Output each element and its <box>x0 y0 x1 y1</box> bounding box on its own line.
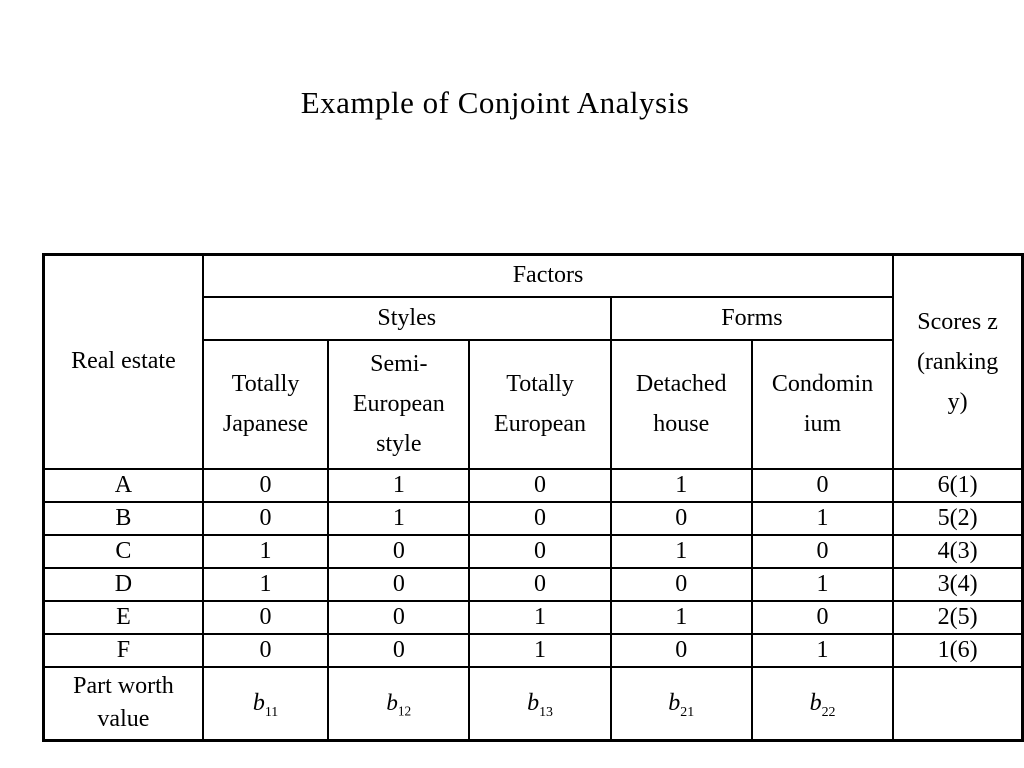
real-estate-header-cell: Real estate <box>42 253 204 470</box>
part-worth-label: Part worth value <box>42 665 204 742</box>
cell-value: 0 <box>201 467 330 503</box>
cell-value: 0 <box>750 467 895 503</box>
cell-value: 0 <box>468 566 612 602</box>
part-worth-b13: b13 <box>468 665 612 742</box>
cell-value: 0 <box>609 632 753 668</box>
row-label: B <box>42 500 204 536</box>
score-cell: 3(4) <box>892 566 1024 602</box>
cell-value: 0 <box>750 533 895 569</box>
cell-value: 1 <box>750 632 895 668</box>
score-cell: 1(6) <box>892 632 1024 668</box>
cell-value: 0 <box>201 632 330 668</box>
cell-value: 0 <box>201 500 330 536</box>
score-cell: 6(1) <box>892 467 1024 503</box>
score-cell: 2(5) <box>892 599 1024 635</box>
cell-value: 0 <box>201 599 330 635</box>
cell-value: 0 <box>468 533 612 569</box>
factors-header-cell: Factors <box>201 253 895 298</box>
header-row-factors: Real estate Factors Scores z (ranking y) <box>42 253 1024 470</box>
header-row-groups: Styles Forms <box>44 295 1023 341</box>
cell-value: 1 <box>201 533 330 569</box>
table-row: F 0 0 1 0 1 1(6) <box>42 632 1024 668</box>
cell-value: 1 <box>327 467 471 503</box>
cell-value: 1 <box>609 533 753 569</box>
row-label: C <box>42 533 204 569</box>
part-worth-b11: b11 <box>201 665 330 742</box>
cell-value: 0 <box>468 467 612 503</box>
colheader-condominium: Condomin ium <box>750 338 895 470</box>
colheader-totally-european: Totally European <box>468 338 612 470</box>
forms-header-cell: Forms <box>609 295 895 341</box>
table-row: A 0 1 0 1 0 6(1) <box>42 467 1024 503</box>
cell-value: 0 <box>327 599 471 635</box>
header-row-columns: Totally Japanese Semi- European style To… <box>44 338 1023 470</box>
row-label: F <box>42 632 204 668</box>
cell-value: 0 <box>609 566 753 602</box>
part-worth-b12: b12 <box>327 665 471 742</box>
part-worth-row: Part worth value b11 b12 b13 b21 b22 <box>42 665 1024 742</box>
table-row: E 0 0 1 1 0 2(5) <box>42 599 1024 635</box>
row-label: A <box>42 467 204 503</box>
cell-value: 1 <box>201 566 330 602</box>
colheader-totally-japanese: Totally Japanese <box>201 338 330 470</box>
cell-value: 1 <box>468 599 612 635</box>
cell-value: 0 <box>327 566 471 602</box>
score-cell: 4(3) <box>892 533 1024 569</box>
cell-value: 0 <box>750 599 895 635</box>
score-cell: 5(2) <box>892 500 1024 536</box>
row-label: E <box>42 599 204 635</box>
cell-value: 1 <box>750 500 895 536</box>
cell-value: 0 <box>468 500 612 536</box>
cell-value: 1 <box>750 566 895 602</box>
table-row: B 0 1 0 0 1 5(2) <box>42 500 1024 536</box>
row-label: D <box>42 566 204 602</box>
slide-title: Example of Conjoint Analysis <box>300 85 690 120</box>
styles-header-cell: Styles <box>201 295 612 341</box>
cell-value: 1 <box>609 467 753 503</box>
part-worth-empty-score-cell <box>892 665 1024 742</box>
cell-value: 1 <box>468 632 612 668</box>
table-row: D 1 0 0 0 1 3(4) <box>42 566 1024 602</box>
cell-value: 0 <box>327 632 471 668</box>
part-worth-b22: b22 <box>750 665 895 742</box>
cell-value: 0 <box>609 500 753 536</box>
table-row: C 1 0 0 1 0 4(3) <box>42 533 1024 569</box>
part-worth-b21: b21 <box>609 665 753 742</box>
scores-header-cell: Scores z (ranking y) <box>892 253 1024 470</box>
colheader-semi-european-style: Semi- European style <box>327 338 471 470</box>
conjoint-analysis-table: Real estate Factors Scores z (ranking y)… <box>42 253 1024 742</box>
cell-value: 1 <box>327 500 471 536</box>
cell-value: 0 <box>327 533 471 569</box>
colheader-detached-house: Detached house <box>609 338 753 470</box>
cell-value: 1 <box>609 599 753 635</box>
